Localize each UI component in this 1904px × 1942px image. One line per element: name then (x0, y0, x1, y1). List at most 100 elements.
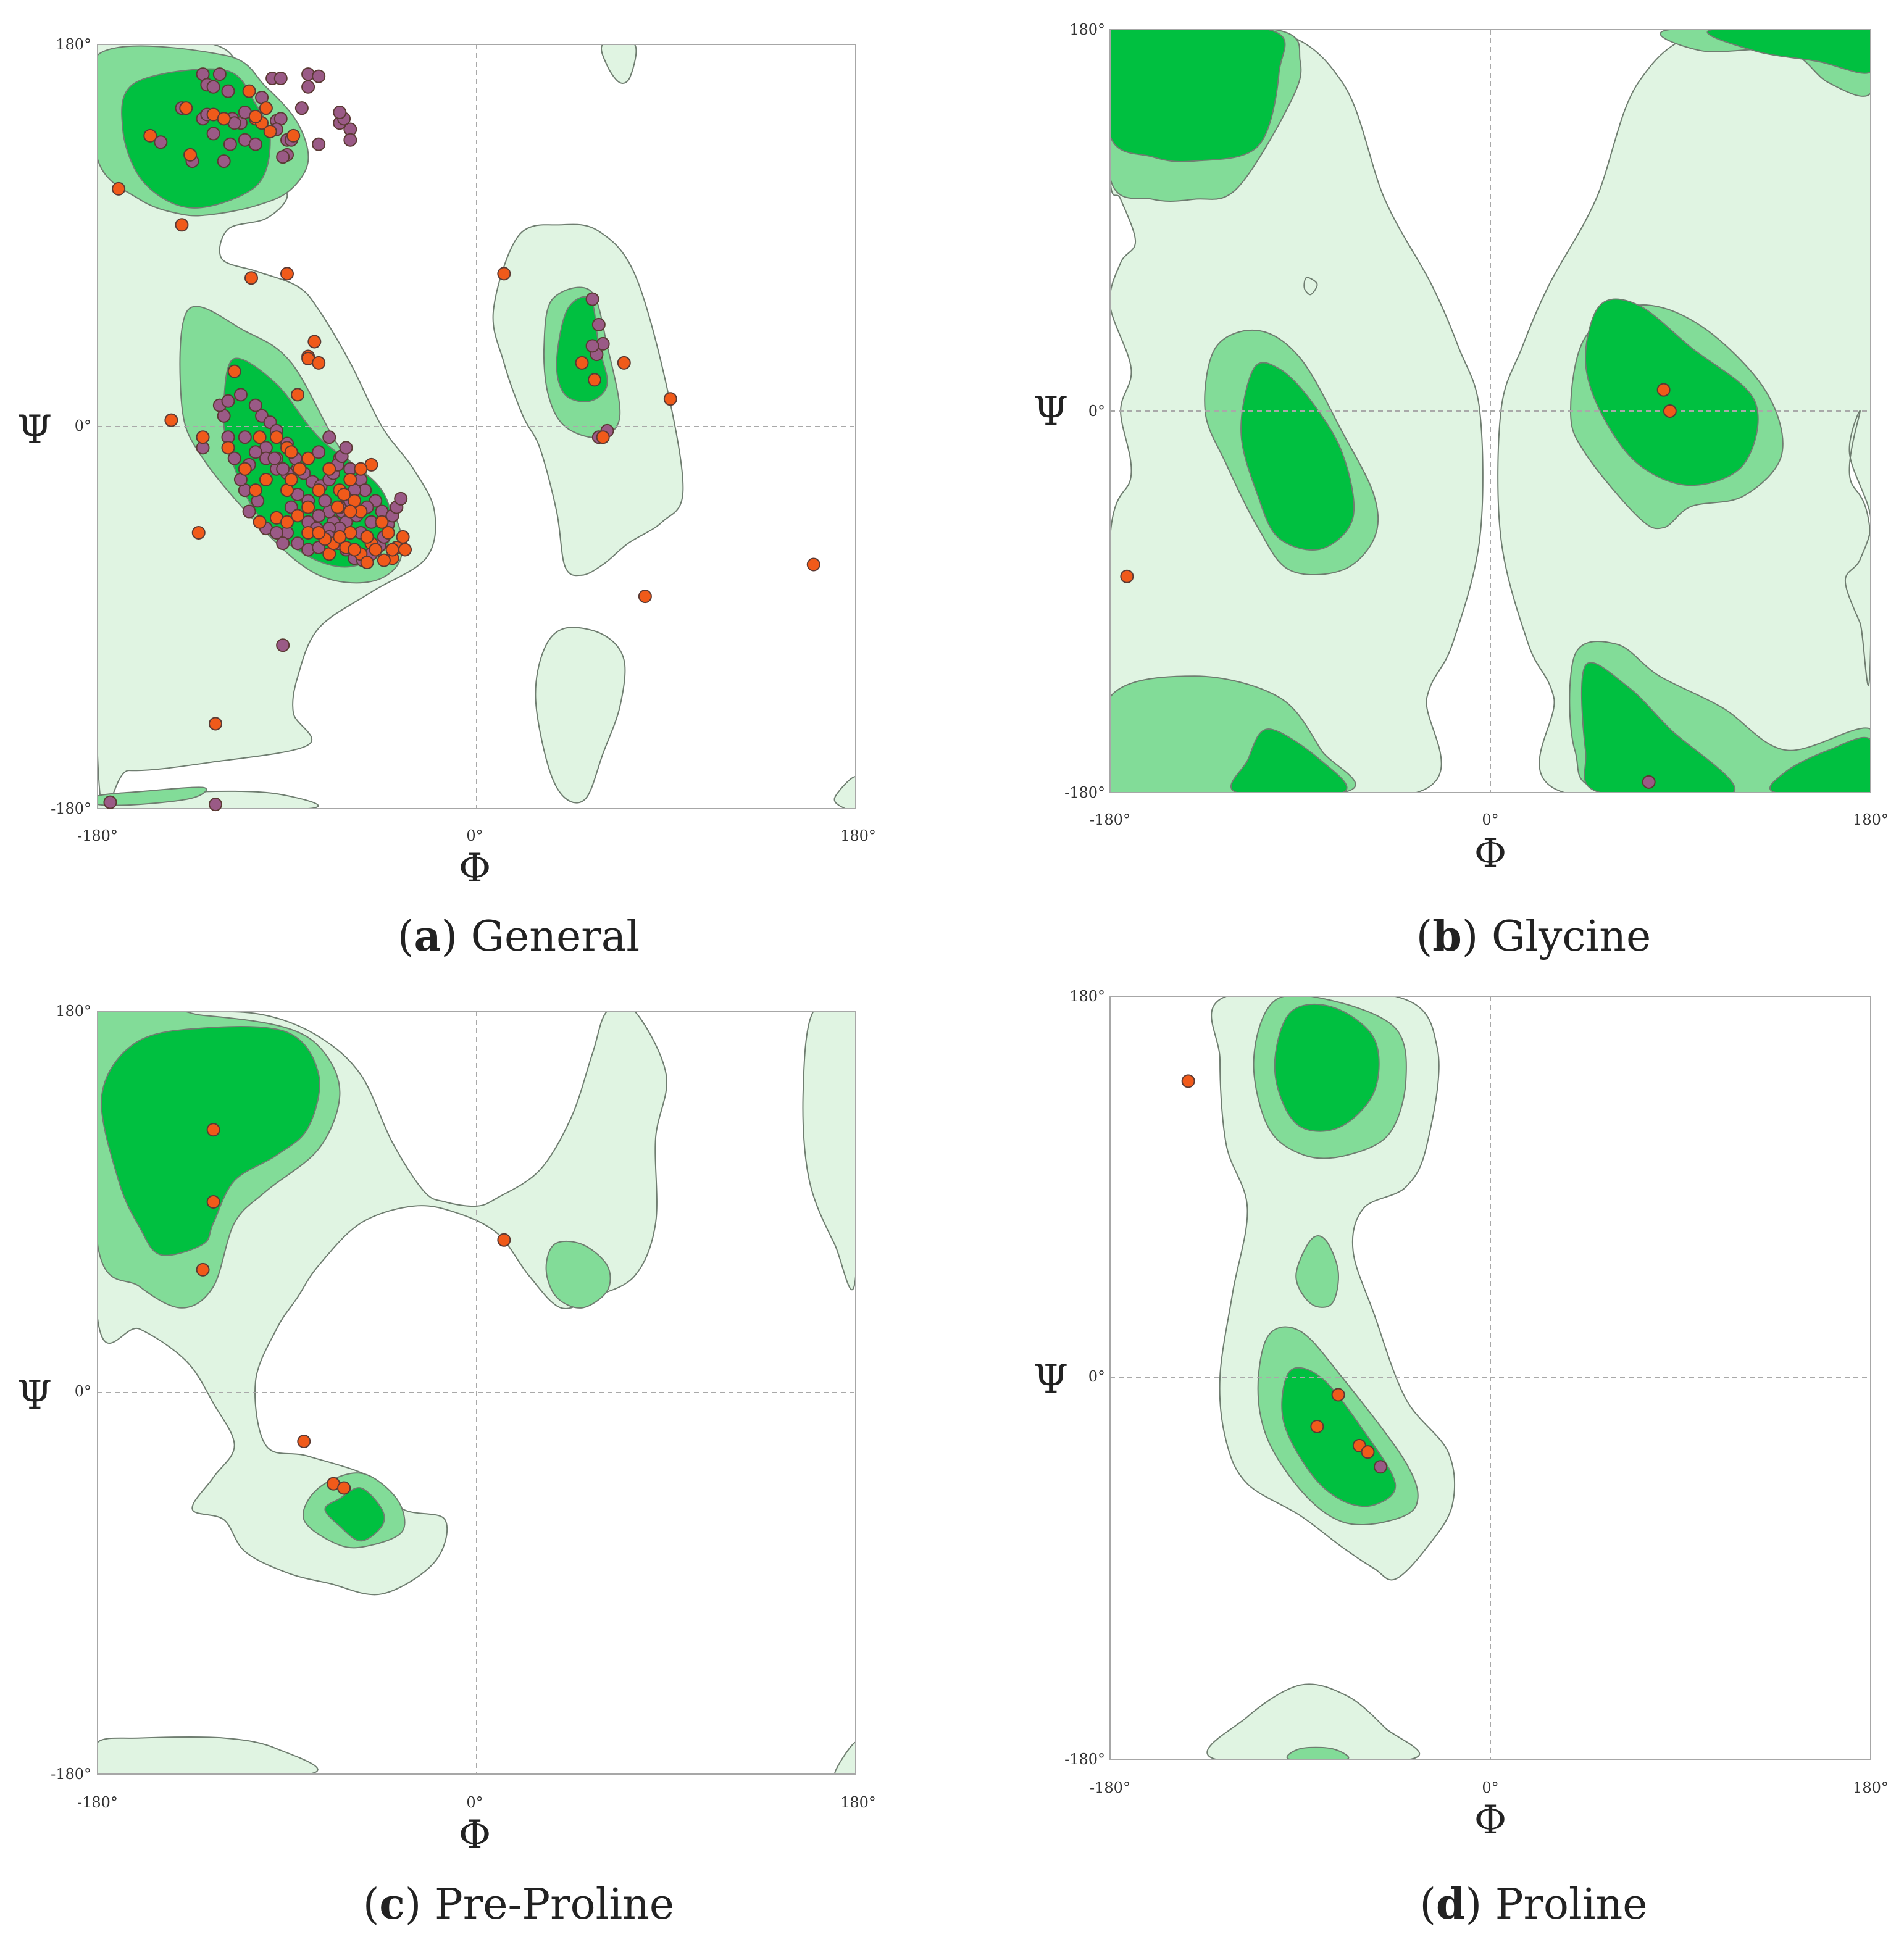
y-tick-zero: 0° (75, 417, 91, 435)
x-axis-label: Φ (1474, 1798, 1506, 1843)
region-favored (545, 1240, 611, 1309)
x-tick-zero: 0° (466, 1794, 483, 1811)
residue-point-orange (263, 124, 277, 138)
residue-point-orange (337, 1481, 351, 1495)
caption-letter: b (1432, 912, 1462, 961)
plot-regions (98, 44, 856, 809)
plot-frame (97, 1011, 856, 1775)
residue-point-purple (233, 388, 248, 402)
residue-point-purple (276, 150, 290, 164)
region-core (1580, 662, 1735, 793)
residue-point-orange (396, 530, 410, 544)
residue-point-purple (276, 536, 290, 551)
panel-pre-proline: -180° 0° 180° 180° 0° -180° Φ Ψ (c) Pre-… (17, 1002, 876, 1929)
residue-point-purple (339, 441, 353, 455)
region-allowed (600, 44, 637, 84)
x-tick-max: 180° (840, 827, 876, 844)
residue-point-orange (227, 364, 241, 378)
region-allowed (98, 1736, 319, 1774)
residue-point-orange (259, 101, 273, 115)
caption-text: Proline (1495, 1880, 1648, 1929)
region-core (101, 1025, 320, 1256)
residue-point-orange (348, 543, 362, 557)
residue-point-purple (1374, 1460, 1388, 1474)
residue-point-purple (585, 292, 599, 306)
residue-point-orange (322, 462, 336, 476)
residue-point-orange (343, 472, 357, 486)
region-favored (1286, 1746, 1350, 1759)
residue-point-orange (330, 500, 344, 514)
residue-point-purple (312, 69, 326, 83)
residue-point-orange (206, 1195, 220, 1209)
plot-regions (1110, 30, 1871, 793)
x-axis-label: Φ (1474, 831, 1506, 877)
residue-point-orange (143, 128, 157, 143)
residue-point-orange (206, 1123, 220, 1137)
residue-point-purple (276, 462, 290, 476)
residue-point-purple (206, 80, 220, 94)
residue-point-orange (1120, 569, 1134, 583)
residue-point-purple (206, 127, 220, 141)
plot-border (1109, 29, 1871, 793)
residue-point-purple (248, 398, 262, 412)
residue-point-orange (638, 590, 652, 604)
panel-caption: (b) Glycine (1416, 912, 1651, 961)
residue-point-orange (1331, 1388, 1345, 1402)
residue-point-orange (1656, 383, 1671, 397)
residue-point-orange (360, 530, 374, 544)
residue-point-orange (1361, 1445, 1375, 1459)
residue-point-orange (248, 483, 262, 498)
region-allowed (833, 1741, 856, 1774)
y-tick-zero: 0° (1088, 1368, 1105, 1385)
residue-point-orange (286, 128, 301, 143)
residue-point-orange (238, 462, 252, 476)
region-core (1230, 728, 1348, 793)
plot-points (1181, 1074, 1388, 1474)
caption-letter: a (414, 912, 441, 961)
caption-letter: c (379, 1880, 404, 1929)
plot-regions (98, 1011, 856, 1774)
plot-regions (1206, 996, 1456, 1759)
residue-point-purple (291, 536, 305, 551)
y-axis-label: Ψ (1033, 1357, 1068, 1402)
residue-point-orange (179, 101, 193, 115)
region-core (1240, 362, 1355, 551)
residue-point-purple (269, 525, 283, 540)
residue-point-purple (209, 798, 223, 812)
plot-frame (1109, 29, 1871, 793)
residue-point-purple (248, 445, 262, 459)
region-allowed (802, 1011, 856, 1290)
plot-border (97, 1011, 856, 1775)
residue-point-orange (337, 488, 351, 502)
residue-point-purple (333, 106, 347, 120)
region-core (1110, 30, 1286, 162)
residue-point-purple (1642, 775, 1656, 789)
plot-frame (97, 44, 856, 809)
x-tick-min: -180° (77, 827, 118, 844)
y-tick-zero: 0° (75, 1383, 91, 1400)
residue-point-orange (497, 267, 511, 281)
residue-point-orange (175, 218, 189, 232)
x-tick-min: -180° (1090, 811, 1130, 828)
residue-point-purple (322, 430, 336, 444)
residue-point-orange (242, 84, 256, 98)
residue-point-orange (291, 388, 305, 402)
residue-point-orange (385, 543, 399, 557)
y-axis-label: Ψ (17, 407, 52, 453)
plot-border (1109, 996, 1871, 1760)
residue-point-orange (297, 1434, 311, 1448)
residue-point-purple (585, 339, 599, 353)
residue-point-purple (591, 317, 606, 331)
residue-point-purple (394, 491, 408, 506)
residue-point-orange (164, 413, 178, 427)
residue-point-orange (398, 543, 412, 557)
residue-point-purple (212, 67, 227, 81)
residue-point-purple (301, 80, 315, 94)
residue-point-orange (291, 509, 305, 523)
residue-point-orange (301, 500, 315, 514)
residue-point-orange (354, 462, 368, 476)
region-core (1584, 298, 1759, 486)
residue-point-purple (217, 154, 231, 169)
residue-point-orange (333, 530, 347, 544)
